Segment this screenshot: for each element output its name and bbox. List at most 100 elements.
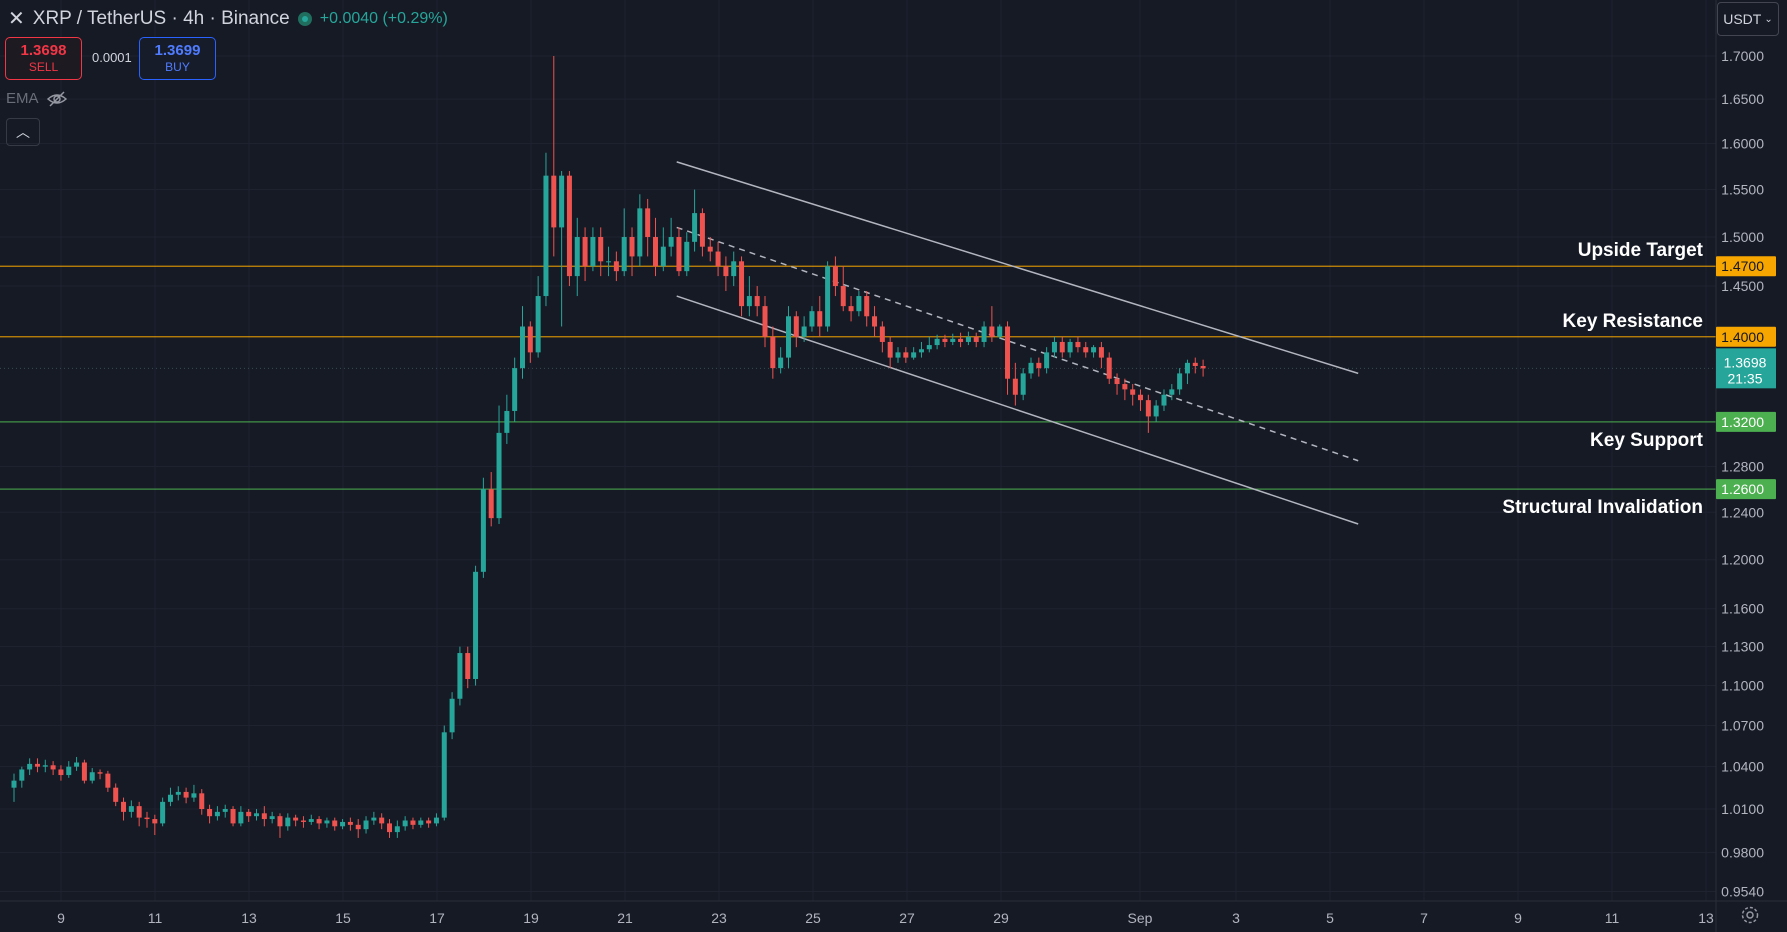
price-tick-label: 0.9540 [1721,883,1764,899]
candle-body [1075,341,1081,348]
candle-body [660,246,666,267]
time-tick-label: 13 [241,910,257,926]
collapse-legend-button[interactable]: ︿ [6,118,40,146]
candle-body [1200,366,1206,369]
indicator-legend[interactable]: EMA [6,90,67,107]
level-label: Upside Target [1578,240,1704,261]
candle-body [918,349,924,353]
candle-body [519,326,525,369]
level-label: Key Resistance [1563,311,1703,332]
candle-body [566,175,572,277]
candle-body [613,261,619,272]
candle-body [606,261,612,263]
level-label: Structural Invalidation [1502,497,1703,518]
price-tick-label: 1.7000 [1721,48,1764,64]
candle-body [363,820,369,830]
candle-body [621,237,627,272]
candle-body [942,338,948,342]
candle-body [1067,341,1073,353]
candle-body [34,763,40,767]
candle-body [269,816,275,820]
candle-body [958,338,964,342]
candle-body [1161,394,1167,406]
candle-body [254,813,260,817]
candle-body [480,489,486,572]
sell-button[interactable]: 1.3698 SELL [5,37,82,80]
candle-body [762,306,768,337]
candle-body [97,772,103,774]
level-price-label: 1.2600 [1721,481,1764,497]
candle-body [246,811,252,817]
horizontal-levels [0,265,1716,490]
symbol-title[interactable]: XRP / TetherUS · 4h · Binance [32,7,290,29]
candle-body [144,817,150,820]
time-tick-label: 3 [1232,910,1240,926]
candle-body [89,772,95,781]
time-axis[interactable]: 9 11 13 15 17 19 21 23 25 27 29 Sep 3 5 7 9 11 13 [57,910,1714,926]
candle-body [81,762,87,781]
candle-body [527,326,533,353]
buy-price: 1.3699 [154,41,201,59]
level-price-badge [1716,479,1776,500]
settings-icon[interactable] [1740,905,1760,925]
time-tick-label: 27 [899,910,915,926]
candle-body [809,311,815,327]
candle-body [207,809,213,817]
candle-body [42,765,48,767]
candle-body [645,208,651,238]
candle-body [825,266,831,327]
candle-body [864,296,870,317]
candle-body [1005,326,1011,379]
candle-body [911,352,917,358]
candle-body [973,336,979,342]
candle-body [731,261,737,277]
market-status-icon[interactable] [297,11,312,26]
candle-body [512,368,518,411]
candle-body [1169,389,1175,395]
candle-body [222,809,228,812]
candle-body [371,817,377,821]
candle-body [347,821,353,825]
price-tick-label: 1.5000 [1721,229,1764,245]
candle-body [1098,347,1104,358]
candle-body [989,326,995,337]
price-tick-label: 1.1600 [1721,601,1764,617]
last-price-label: 1.3698 [1724,354,1767,370]
candle-body [793,316,799,337]
close-icon[interactable]: ✕ [8,8,25,30]
buy-label: BUY [165,59,190,74]
candle-body [535,296,541,353]
candle-body [160,801,166,824]
candle-body [496,432,502,519]
candle-body [739,261,745,307]
price-tick-label: 1.6000 [1721,136,1764,152]
candle-body [543,175,549,297]
candle-body [559,175,565,228]
time-tick-label: 29 [993,910,1009,926]
candle-body [1114,378,1120,385]
candle-body [387,823,393,833]
candle-body [723,266,729,277]
price-tick-label: 1.2800 [1721,458,1764,474]
candle-body [74,762,80,767]
price-axis[interactable]: 1.7000 1.6500 1.6000 1.5500 1.5000 1.4500 1.28… [1721,48,1764,899]
candle-body [652,237,658,267]
eye-hidden-icon[interactable] [46,90,67,107]
candle-body [770,336,776,369]
candle-body [324,820,330,824]
time-tick-label: 21 [617,910,633,926]
candle-body [277,816,283,827]
buy-button[interactable]: 1.3699 BUY [139,37,216,80]
time-tick-label: 17 [429,910,445,926]
currency-label: USDT [1723,11,1762,27]
candles [11,56,1206,838]
currency-selector[interactable]: USDT ⌄ [1717,2,1779,36]
candle-body [293,817,299,821]
candle-body [887,341,893,358]
candle-body [488,489,494,519]
chevron-down-icon: ⌄ [1764,13,1773,25]
candle-body [355,824,361,830]
time-tick-label: 19 [523,910,539,926]
candle-body [433,817,439,824]
